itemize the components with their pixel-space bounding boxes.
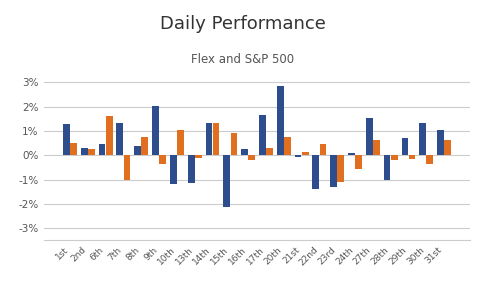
Bar bbox=[443, 139, 450, 155]
Bar bbox=[70, 143, 77, 155]
Bar bbox=[408, 155, 415, 159]
Text: Daily Performance: Daily Performance bbox=[159, 15, 325, 33]
Bar bbox=[319, 144, 326, 155]
Bar bbox=[116, 122, 123, 155]
Bar bbox=[212, 122, 219, 155]
Bar bbox=[301, 152, 308, 155]
Bar bbox=[81, 148, 88, 155]
Bar bbox=[425, 155, 432, 164]
Bar bbox=[436, 130, 443, 155]
Bar bbox=[365, 118, 372, 155]
Bar bbox=[383, 155, 390, 180]
Bar bbox=[266, 148, 272, 155]
Bar bbox=[390, 155, 397, 160]
Bar bbox=[230, 133, 237, 155]
Bar bbox=[294, 155, 301, 156]
Bar bbox=[241, 149, 247, 155]
Bar bbox=[312, 155, 318, 189]
Bar bbox=[187, 155, 194, 183]
Bar bbox=[205, 122, 212, 155]
Bar bbox=[141, 137, 148, 155]
Bar bbox=[283, 137, 290, 155]
Bar bbox=[258, 115, 265, 155]
Bar bbox=[248, 155, 255, 160]
Bar bbox=[152, 105, 159, 155]
Bar bbox=[401, 138, 408, 155]
Bar bbox=[354, 155, 361, 169]
Bar bbox=[276, 86, 283, 155]
Bar bbox=[63, 124, 70, 155]
Bar bbox=[223, 155, 230, 207]
Text: Flex and S&P 500: Flex and S&P 500 bbox=[191, 53, 293, 66]
Bar bbox=[159, 155, 166, 164]
Bar bbox=[88, 149, 94, 155]
Bar bbox=[419, 122, 425, 155]
Bar bbox=[337, 155, 344, 182]
Bar bbox=[98, 144, 105, 155]
Bar bbox=[177, 130, 183, 155]
Bar bbox=[330, 155, 336, 187]
Bar bbox=[123, 155, 130, 180]
Bar bbox=[195, 155, 201, 158]
Bar bbox=[106, 116, 112, 155]
Bar bbox=[134, 146, 141, 155]
Bar bbox=[169, 155, 176, 184]
Bar bbox=[372, 139, 379, 155]
Bar bbox=[348, 153, 354, 155]
